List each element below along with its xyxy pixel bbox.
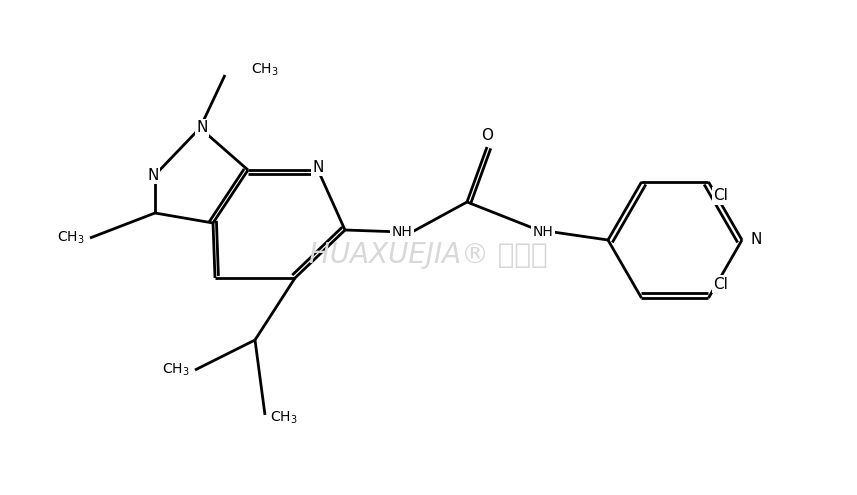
Text: CH$_3$: CH$_3$	[270, 410, 297, 426]
Text: NH: NH	[392, 225, 412, 239]
Text: HUAXUEJIA® 化学加: HUAXUEJIA® 化学加	[309, 241, 548, 269]
Text: NH: NH	[532, 225, 554, 239]
Text: CH$_3$: CH$_3$	[57, 230, 85, 246]
Text: N: N	[312, 159, 324, 175]
Text: Cl: Cl	[714, 189, 728, 203]
Text: Cl: Cl	[714, 277, 728, 292]
Text: N: N	[751, 233, 762, 248]
Text: N: N	[147, 167, 159, 183]
Text: CH$_3$: CH$_3$	[251, 62, 279, 78]
Text: CH$_3$: CH$_3$	[162, 362, 190, 378]
Text: N: N	[196, 120, 207, 136]
Text: O: O	[481, 128, 493, 143]
